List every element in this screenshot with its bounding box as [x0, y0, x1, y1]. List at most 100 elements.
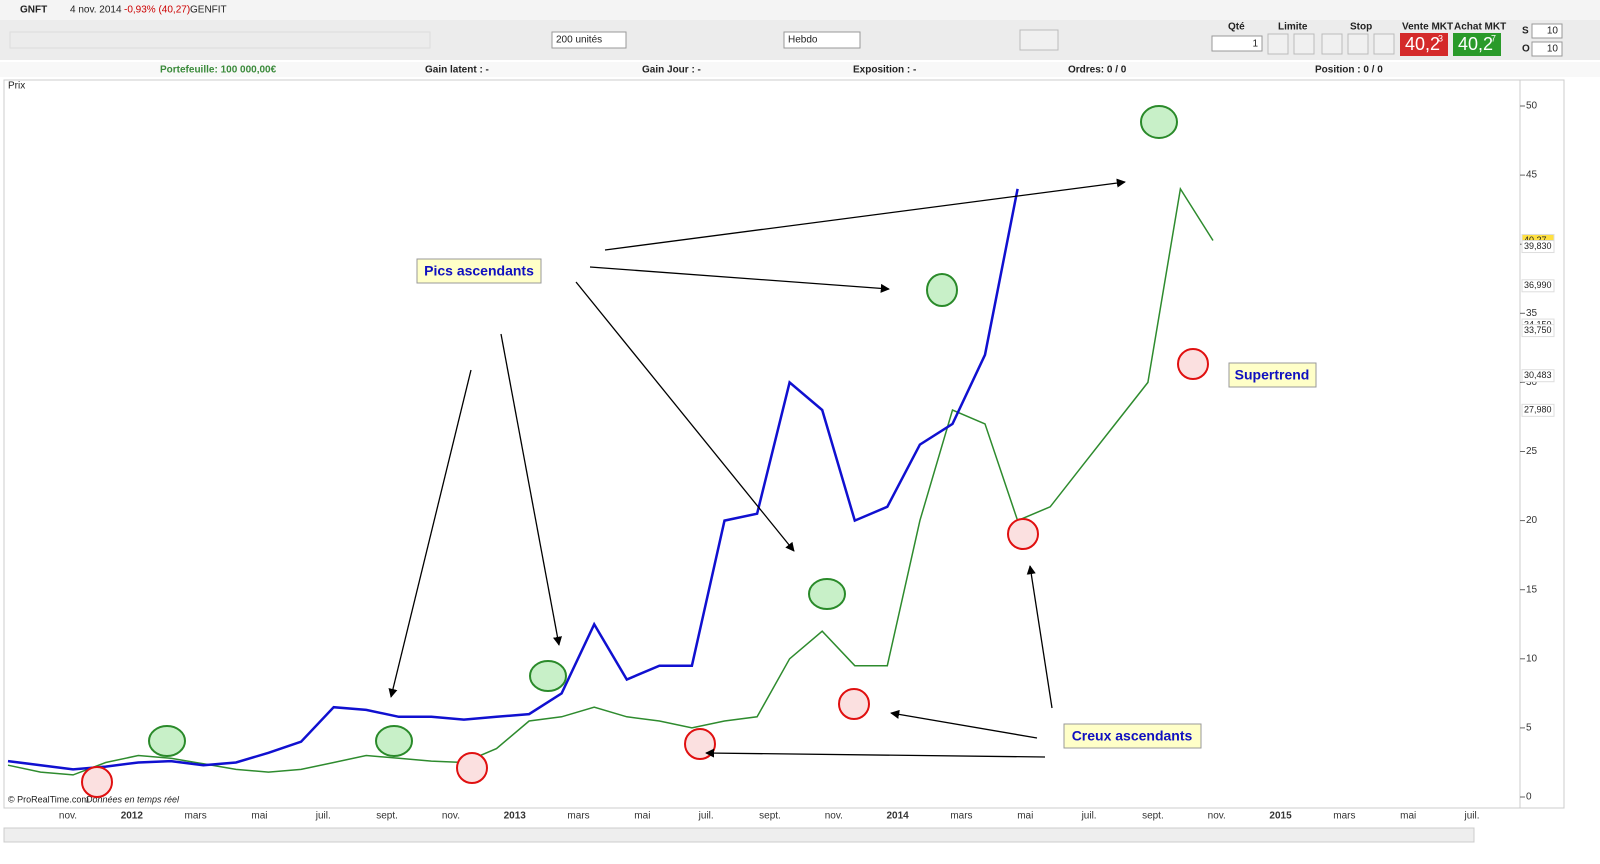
stop-other[interactable]: [1373, 33, 1395, 55]
qty-label: Qté: [1228, 22, 1245, 33]
y-tick-label: 30: [1526, 377, 1538, 388]
s-label: S: [1522, 26, 1529, 37]
x-tick-label: nov.: [825, 811, 843, 822]
x-tick-label: nov.: [442, 811, 460, 822]
limit-label: Limite: [1278, 22, 1308, 33]
x-tick-label: mai: [634, 811, 650, 822]
symbol[interactable]: GNFT: [20, 5, 47, 16]
quantity-select[interactable]: [551, 31, 627, 49]
info-items: Portefeuille: 100 000,00€ Gain latent : …: [160, 65, 1383, 76]
price-label: 27,980: [1524, 405, 1552, 415]
buy-button[interactable]: [1453, 33, 1501, 56]
period-text: Hebdo: [788, 35, 818, 46]
qty-input[interactable]: [1211, 35, 1263, 52]
troughs-box: [1063, 723, 1202, 749]
x-tick-label: 2013: [504, 811, 527, 822]
title-bar: [0, 0, 1600, 20]
buy-price: 40,2: [1458, 34, 1493, 54]
y-tick-label: 20: [1526, 515, 1538, 526]
x-tick-label: mars: [185, 811, 207, 822]
limit-buy[interactable]: [1267, 33, 1289, 55]
x-tick-label: nov.: [1208, 811, 1226, 822]
portfolio: Portefeuille: 100 000,00€: [160, 65, 277, 76]
credit: © ProRealTime.com: [8, 794, 89, 804]
y-tick-label: 45: [1526, 170, 1538, 181]
o-value: 10: [1547, 44, 1559, 55]
buy-label: Achat MKT: [1454, 22, 1506, 33]
x-tick-label: sept.: [376, 811, 398, 822]
y-tick-label: 50: [1526, 101, 1538, 112]
x-tick-label: mai: [251, 811, 267, 822]
date: 4 nov. 2014: [70, 5, 122, 16]
position: Position : 0 / 0: [1315, 65, 1383, 76]
x-tick-label: 2014: [887, 811, 910, 822]
peak-markers: [148, 105, 1178, 757]
sell-button[interactable]: [1400, 33, 1448, 56]
tools: [9, 31, 431, 49]
x-tick-label: mars: [1333, 811, 1355, 822]
orders: Ordres: 0 / 0: [1068, 65, 1127, 76]
x-tick-label: 2012: [121, 811, 144, 822]
price-label-box: [1521, 279, 1555, 293]
info-bar: [0, 62, 1600, 77]
x-tick-label: juil.: [698, 811, 714, 822]
price-label-box: [1521, 403, 1555, 417]
qty-value: 1: [1252, 39, 1258, 50]
y-tick-label: 10: [1526, 653, 1538, 664]
x-tick-label: juil.: [1463, 811, 1479, 822]
x-tick-label: 2015: [1269, 811, 1292, 822]
price-label-box: [1521, 240, 1555, 254]
x-tick-label: nov.: [59, 811, 77, 822]
limit-sell[interactable]: [1293, 33, 1315, 55]
stop-sell[interactable]: [1347, 33, 1369, 55]
buy-sup: 7: [1491, 33, 1496, 43]
supertrend-label: Supertrend: [1235, 367, 1310, 383]
daily: Gain Jour : -: [642, 65, 701, 76]
sell-label: Vente MKT: [1402, 22, 1453, 33]
sell-price: 40,2: [1405, 34, 1440, 54]
realtime: Données en temps réel: [86, 794, 180, 804]
panel-label: Prix: [8, 81, 25, 92]
price-label: 39,830: [1524, 241, 1552, 251]
x-tick-label: mars: [950, 811, 972, 822]
y-tick-label: 35: [1526, 308, 1538, 319]
price-label: 33,750: [1524, 325, 1552, 335]
series-line: [7, 188, 1019, 771]
o-label: O: [1522, 44, 1530, 55]
change: -0,93% (40,27): [124, 5, 190, 16]
x-tick-label: mai: [1017, 811, 1033, 822]
supertrend-box: [1228, 362, 1317, 388]
stop-label: Stop: [1350, 22, 1372, 33]
price-label-box: [1521, 369, 1555, 383]
peaks-box: [416, 258, 542, 284]
x-tick-label: juil.: [315, 811, 331, 822]
x-tick-label: juil.: [1081, 811, 1097, 822]
o-input[interactable]: [1531, 41, 1563, 57]
x-tick-label: sept.: [1142, 811, 1164, 822]
troughs-label: Creux ascendants: [1072, 728, 1193, 744]
quantity-text: 200 unités: [556, 35, 602, 46]
s-value: 10: [1547, 26, 1559, 37]
price-label: 30,483: [1524, 370, 1552, 380]
chart-area: [3, 79, 1521, 809]
price-label: 40,27: [1524, 235, 1547, 245]
price-axis: [1519, 79, 1565, 809]
scrollbar[interactable]: [3, 827, 1475, 843]
peaks-label: Pics ascendants: [424, 263, 534, 279]
x-tick-label: mai: [1400, 811, 1416, 822]
s-input[interactable]: [1531, 23, 1563, 39]
stop-buy[interactable]: [1321, 33, 1343, 55]
y-tick-label: 15: [1526, 584, 1538, 595]
period-select[interactable]: [783, 31, 861, 49]
y-tick-label: 25: [1526, 446, 1538, 457]
x-tick-label: mars: [567, 811, 589, 822]
price-label: 36,990: [1524, 280, 1552, 290]
y-tick-label: 5: [1526, 723, 1532, 734]
exposure: Exposition : -: [853, 65, 916, 76]
plot: [7, 186, 1214, 776]
x-tick-label: sept.: [759, 811, 781, 822]
chart-type[interactable]: [1019, 29, 1059, 51]
price-label-box: [1521, 324, 1555, 338]
